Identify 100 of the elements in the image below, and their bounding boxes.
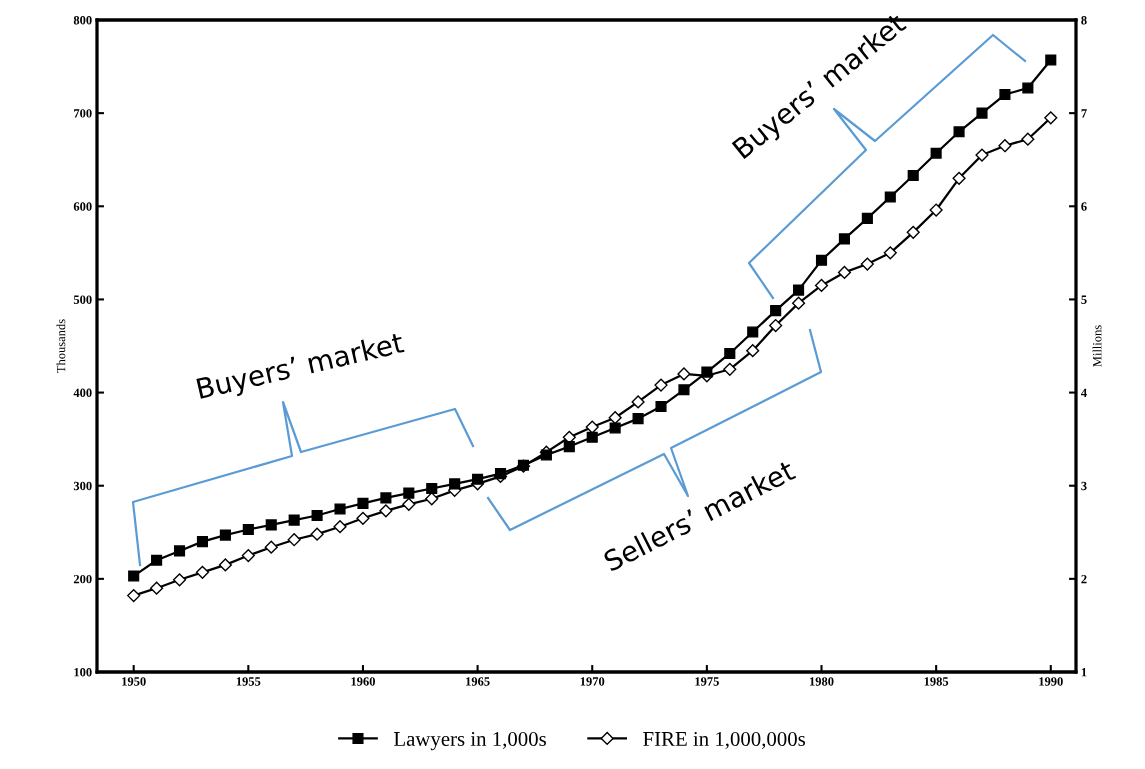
point [953,126,965,138]
point [333,520,347,534]
point [837,265,852,280]
point [173,545,186,557]
y-tick-label: 700 [74,109,92,118]
y2-tick-label: 8 [1081,16,1087,25]
point [241,548,255,563]
legend-label: Lawyers in 1,000s [394,731,546,751]
point [929,203,943,217]
point [380,492,392,504]
point [724,347,736,360]
y2-tick-label: 1 [1081,668,1087,677]
point [540,449,552,461]
legend-label: FIRE in 1,000,000s [643,731,806,749]
y-axis-title: Thousands [56,319,66,373]
x-tick-label: 1985 [924,677,949,686]
point [814,278,829,293]
point [861,212,873,224]
point [907,169,919,182]
point [631,395,645,409]
point [998,139,1012,153]
point [449,478,461,490]
point [884,191,896,203]
point [586,431,598,443]
point [815,254,828,266]
point [402,497,416,511]
point [356,511,370,525]
point [769,318,783,333]
point [287,533,301,547]
point [311,509,323,522]
point [746,344,760,358]
point [172,573,187,587]
point [770,305,782,317]
point [379,504,393,518]
y-tick-label: 500 [73,295,92,304]
point [288,514,300,526]
x-tick-label: 1980 [810,677,834,686]
y-tick-label: 200 [73,574,92,584]
point [930,147,942,159]
y-tick-label: 100 [74,668,92,677]
point [426,482,438,495]
point [151,554,163,566]
point [883,246,897,260]
point [403,487,415,499]
point [195,565,210,579]
y2-tick-label: 3 [1081,481,1087,491]
point [975,148,989,162]
point [1044,111,1058,125]
x-tick-label: 1990 [1039,677,1063,686]
point [677,367,691,381]
point [678,384,690,396]
x-tick-label: 1955 [236,677,261,686]
point [357,497,369,509]
point [860,257,874,271]
point [632,413,644,425]
point [906,225,920,239]
x-tick-label: 1970 [580,677,605,686]
point [264,540,278,554]
point [563,441,575,453]
y2-tick-label: 2 [1081,574,1087,584]
point [655,400,667,413]
point [334,503,346,515]
point [791,296,806,310]
point [219,529,231,541]
point [701,366,713,378]
point [723,362,737,376]
point [654,378,668,392]
y-tick-label: 600 [73,202,92,211]
y2-tick-label: 7 [1081,109,1087,118]
point [609,422,621,434]
point [747,326,759,338]
y2-axis-title: Millions [1092,325,1102,367]
y-tick-label: 300 [73,481,92,491]
y-tick-label: 800 [73,16,92,25]
point [472,473,484,485]
point [1045,54,1057,66]
x-tick-label: 1965 [466,677,490,686]
point [1022,82,1034,94]
annotation: Buyers’ market [196,331,406,405]
x-tick-label: 1950 [122,677,146,686]
point [196,536,209,548]
point [127,589,141,603]
point [1021,132,1035,146]
point [976,107,988,119]
point [585,420,599,434]
point [608,411,622,425]
point [265,519,277,531]
point [242,523,254,536]
point [838,233,850,245]
point [425,492,439,506]
point [128,570,140,582]
y2-tick-label: 5 [1081,295,1087,304]
x-tick-label: 1960 [351,677,375,686]
y-tick-label: 400 [73,388,92,398]
point [793,284,805,296]
y2-tick-label: 4 [1081,388,1087,397]
point [952,171,966,185]
point [218,558,232,572]
point [310,527,324,541]
x-tick-label: 1975 [695,677,719,686]
